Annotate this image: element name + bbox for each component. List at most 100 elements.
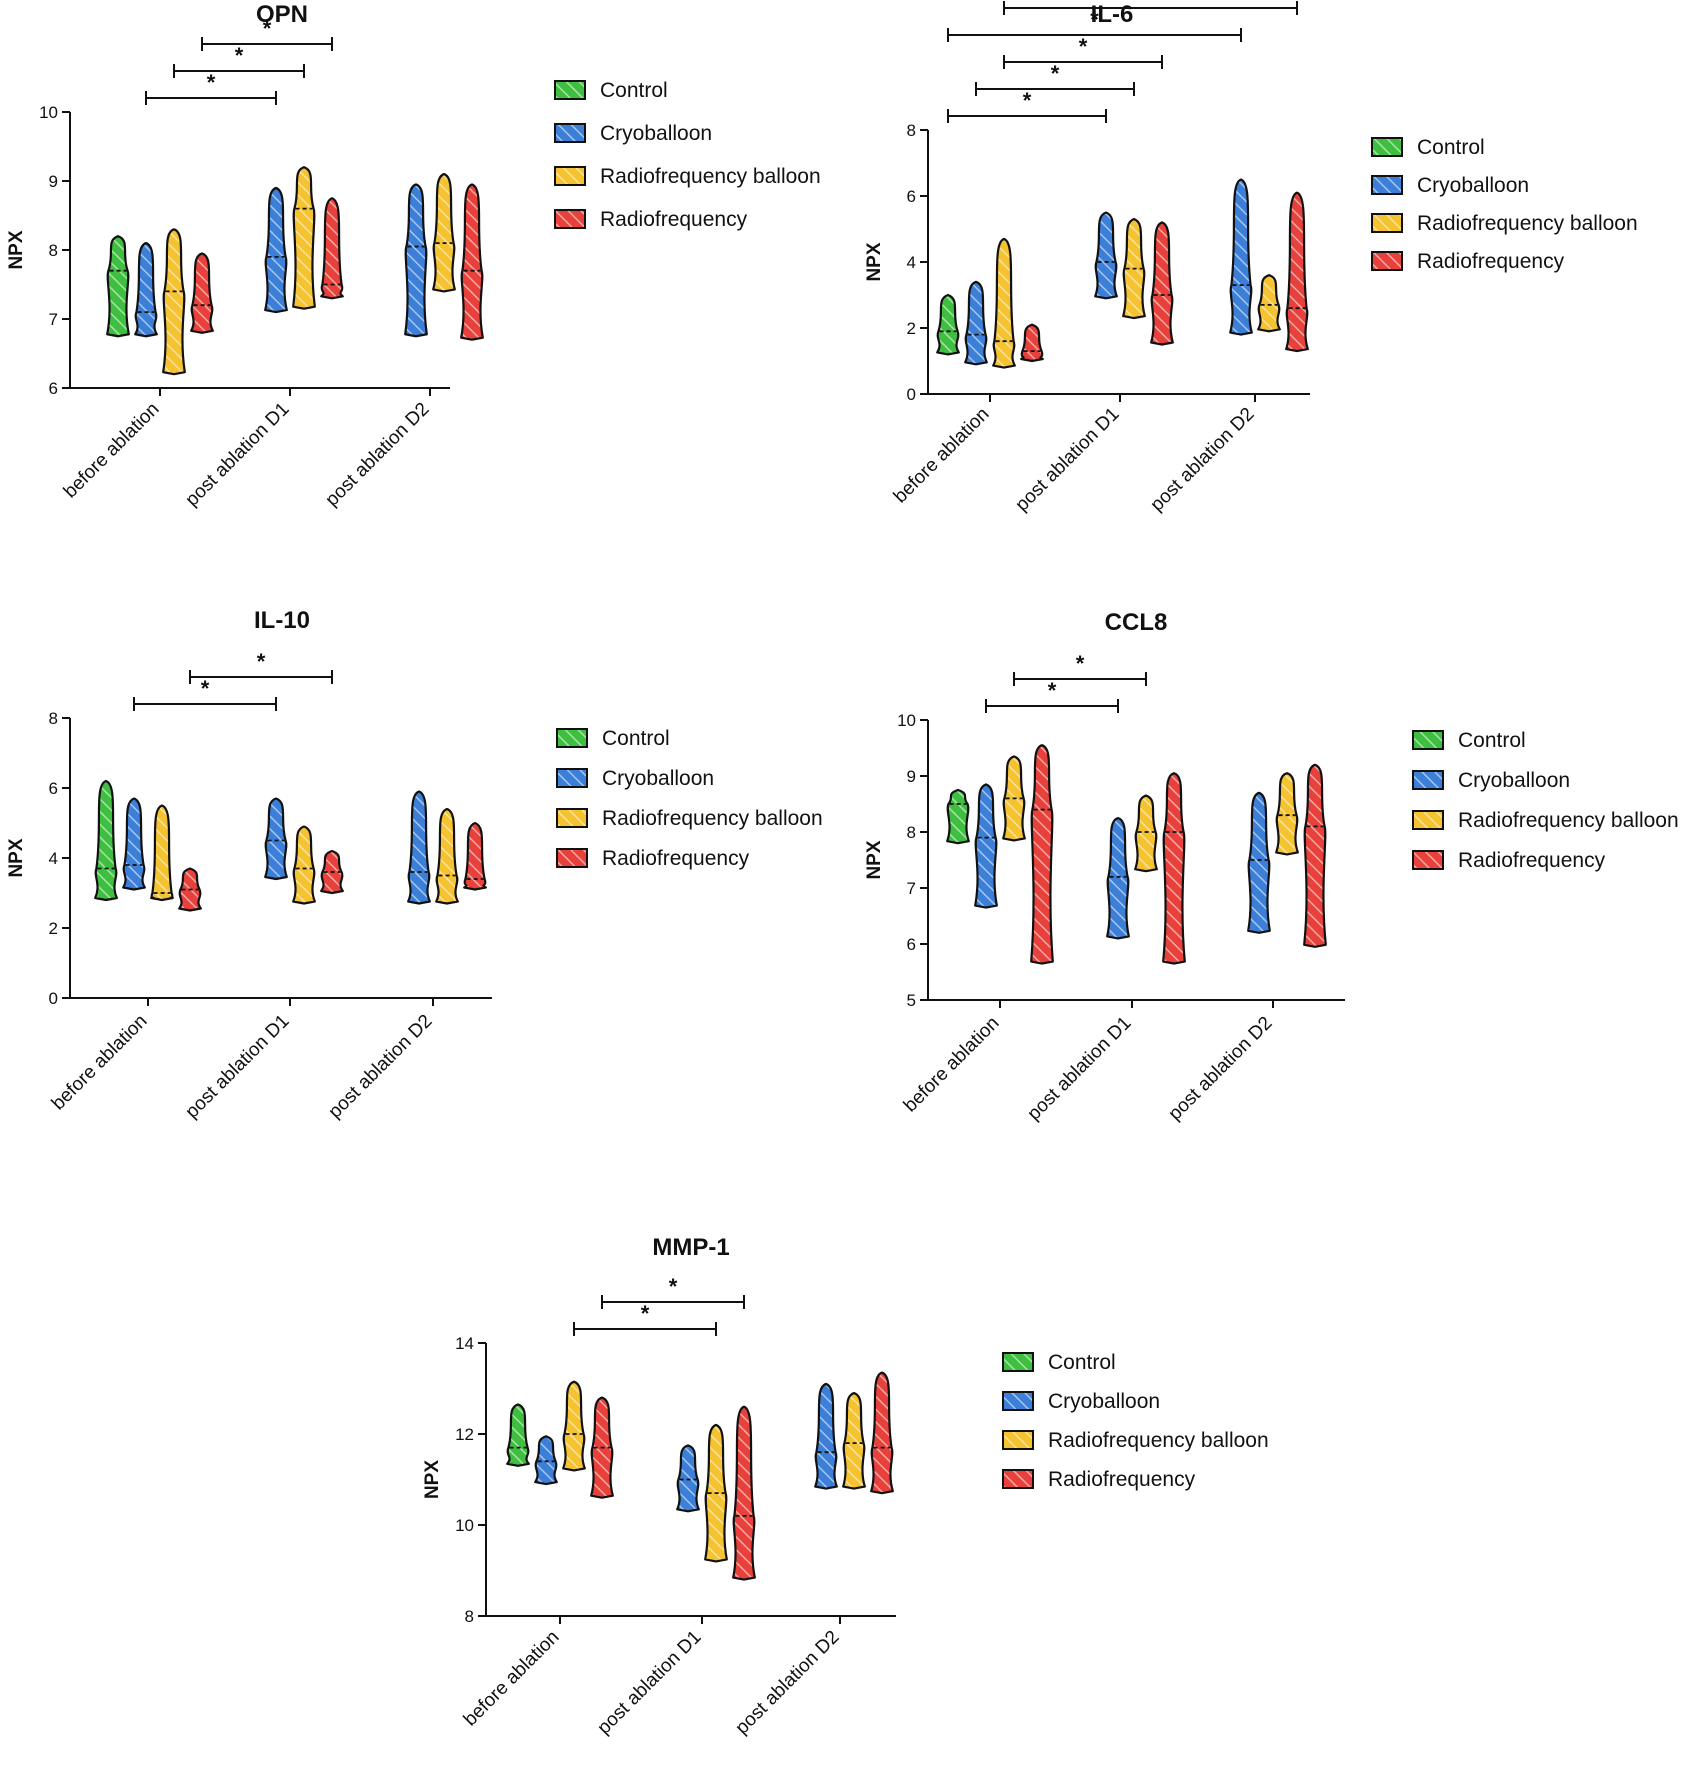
significance-star: * [257, 649, 266, 674]
violin-radiofrequency-balloon-post-ablation-d2 [435, 807, 459, 905]
legend-swatch-cryoballoon [554, 123, 586, 143]
legend: Control Cryoballoon Radiofrequency balloon… [1371, 136, 1638, 273]
y-tick-label: 4 [907, 253, 916, 272]
y-tick-label: 2 [49, 919, 58, 938]
violin-radiofrequency-post-ablation-d1 [1150, 221, 1174, 346]
panel-il-10: IL-10 0 2 4 6 8 NPX before ablation post ablatio… [6, 607, 823, 1123]
significance-bracket: * [985, 678, 1119, 713]
violin-radiofrequency-post-ablation-d2 [1285, 191, 1309, 353]
violin-radiofrequency-balloon-post-ablation-d1 [292, 825, 316, 905]
violin-cryoballoon-post-ablation-d1 [676, 1444, 700, 1513]
significance-star: * [641, 1301, 650, 1326]
violin-radiofrequency-balloon-post-ablation-d2 [432, 173, 456, 293]
legend-label-cryoballoon: Cryoballoon [1458, 769, 1570, 792]
violin-radiofrequency-before-ablation [190, 252, 214, 334]
violin-cryoballoon-post-ablation-d1 [1106, 816, 1130, 940]
legend-swatch-control [1412, 730, 1444, 750]
legend: Control Cryoballoon Radiofrequency balloon… [1412, 729, 1679, 872]
legend-label-control: Control [1417, 136, 1485, 159]
violin-cryoballoon-post-ablation-d2 [407, 790, 431, 905]
significance-star: * [263, 16, 272, 41]
y-tick-label: 7 [907, 879, 916, 898]
x-tick-label: post ablation D2 [732, 1627, 844, 1739]
panel-title: IL-10 [254, 607, 310, 634]
x-tick-label: post ablation D1 [182, 399, 294, 511]
significance-star: * [1146, 0, 1155, 5]
violin-cryoballoon-post-ablation-d2 [1229, 178, 1253, 336]
violin-radiofrequency-balloon-post-ablation-d2 [842, 1391, 866, 1490]
violin-radiofrequency-balloon-before-ablation [562, 1380, 586, 1472]
significance-bracket: * [145, 70, 277, 105]
legend: Control Cryoballoon Radiofrequency balloon… [554, 79, 821, 231]
significance-star: * [201, 676, 210, 701]
significance-star: * [1076, 651, 1085, 676]
legend-swatch-control [554, 80, 586, 100]
legend-swatch-control [556, 728, 588, 748]
x-tick-label: post ablation D1 [182, 1011, 294, 1123]
y-tick-label: 7 [49, 310, 58, 329]
legend-label-cryoballoon: Cryoballoon [1417, 174, 1529, 197]
significance-bracket: * [947, 88, 1107, 123]
significance-bracket: * [201, 16, 333, 51]
y-tick-label: 6 [49, 779, 58, 798]
legend-swatch-cryoballoon [556, 768, 588, 788]
violin-radiofrequency-post-ablation-d1 [320, 197, 344, 300]
y-tick-label: 8 [49, 709, 58, 728]
y-tick-label: 10 [897, 711, 916, 730]
y-axis-label: NPX [422, 1460, 443, 1499]
significance-star: * [235, 43, 244, 68]
significance-bracket: * [947, 7, 1242, 42]
x-tick-label: post ablation D2 [1147, 404, 1259, 516]
significance-star: * [1090, 7, 1099, 32]
violin-cryoballoon-before-ablation [964, 280, 988, 366]
y-tick-label: 0 [907, 385, 916, 404]
legend-label-control: Control [602, 727, 670, 750]
y-axis-label: NPX [864, 242, 885, 281]
panel-title: CCL8 [1105, 609, 1168, 636]
x-tick-label: post ablation D2 [322, 399, 434, 511]
significance-bracket: * [173, 43, 305, 78]
significance-star: * [1048, 678, 1057, 703]
y-tick-label: 6 [49, 379, 58, 398]
y-tick-label: 8 [907, 823, 916, 842]
legend: Control Cryoballoon Radiofrequency balloon… [1002, 1351, 1269, 1491]
y-tick-label: 9 [49, 172, 58, 191]
legend-swatch-control [1002, 1352, 1034, 1372]
violin-radiofrequency-post-ablation-d1 [1162, 772, 1186, 965]
y-tick-label: 0 [49, 989, 58, 1008]
violin-radiofrequency-balloon-before-ablation [992, 237, 1016, 369]
violin-radiofrequency-post-ablation-d2 [870, 1371, 894, 1495]
y-tick-label: 6 [907, 187, 916, 206]
x-tick-label: before ablation [460, 1627, 564, 1731]
legend-label-control: Control [1048, 1351, 1116, 1374]
violin-cryoballoon-post-ablation-d1 [1094, 211, 1118, 300]
legend-label-radiofrequency: Radiofrequency [600, 208, 748, 231]
y-tick-label: 5 [907, 991, 916, 1010]
violin-control-before-ablation [94, 779, 118, 902]
legend-label-cryoballoon: Cryoballoon [602, 767, 714, 790]
significance-star: * [669, 1274, 678, 1299]
violin-radiofrequency-post-ablation-d2 [1303, 763, 1327, 948]
legend-swatch-radiofrequency-balloon [556, 808, 588, 828]
significance-bracket: * [1003, 34, 1163, 69]
legend-swatch-control [1371, 137, 1403, 157]
significance-bracket: * [601, 1274, 745, 1309]
violin-cryoballoon-post-ablation-d2 [814, 1382, 838, 1490]
significance-star: * [207, 70, 216, 95]
legend-swatch-radiofrequency [1371, 251, 1403, 271]
legend-swatch-cryoballoon [1371, 175, 1403, 195]
y-tick-label: 4 [49, 849, 58, 868]
violin-radiofrequency-balloon-post-ablation-d1 [1134, 794, 1158, 873]
x-tick-label: before ablation [60, 399, 164, 503]
y-axis-label: NPX [6, 838, 27, 877]
violin-radiofrequency-balloon-post-ablation-d1 [292, 166, 316, 310]
violin-cryoballoon-post-ablation-d1 [264, 797, 288, 881]
significance-bracket: * [189, 649, 333, 684]
x-tick-label: post ablation D2 [325, 1011, 437, 1123]
legend-label-radiofrequency: Radiofrequency [1048, 1468, 1196, 1491]
y-tick-label: 10 [455, 1516, 474, 1535]
legend-label-radiofrequency: Radiofrequency [602, 847, 750, 870]
legend-swatch-radiofrequency [1002, 1469, 1034, 1489]
x-tick-label: post ablation D2 [1165, 1013, 1277, 1125]
